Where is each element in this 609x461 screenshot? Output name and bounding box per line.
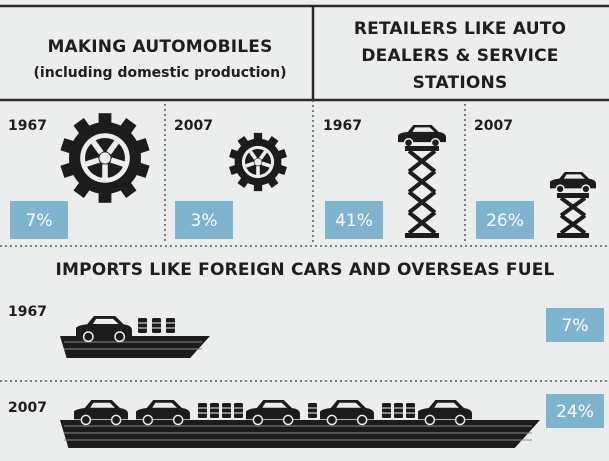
car-wheel [425, 415, 434, 424]
infographic: MAKING AUTOMOBILES (including domestic p… [0, 0, 609, 461]
car-wheel [84, 332, 93, 341]
year-label: 1967 [8, 304, 47, 320]
share-label: 3% [191, 211, 218, 231]
car-wheel [431, 139, 439, 147]
year-label: 1967 [323, 118, 362, 134]
ship-hull [60, 336, 210, 358]
share-label: 24% [556, 402, 594, 422]
car-wheel [115, 332, 124, 341]
car-wheel [456, 415, 465, 424]
barrel [234, 403, 243, 418]
section-title: DEALERS & SERVICE [361, 46, 558, 66]
car-wheel [358, 415, 367, 424]
year-label: 2007 [174, 118, 213, 134]
share-label: 41% [335, 211, 373, 231]
section-subtitle: (including domestic production) [34, 65, 287, 81]
share-label: 26% [486, 211, 524, 231]
gear-spoke-gap [256, 166, 260, 175]
section-title: MAKING AUTOMOBILES [47, 37, 272, 57]
year-label: 2007 [474, 118, 513, 134]
lift-base [557, 233, 589, 238]
barrel [308, 403, 317, 418]
car-wheel [284, 415, 293, 424]
share-label: 7% [26, 211, 53, 231]
car-wheel [253, 415, 262, 424]
barrel [198, 403, 207, 418]
section-title: RETAILERS LIKE AUTO [354, 19, 566, 39]
share-label: 7% [562, 316, 589, 336]
section-title: IMPORTS LIKE FOREIGN CARS AND OVERSEAS F… [55, 260, 554, 280]
car-wheel [143, 415, 152, 424]
barrel [166, 318, 175, 333]
gear-center [254, 158, 261, 165]
car-wheel [174, 415, 183, 424]
year-label: 1967 [8, 118, 47, 134]
barrel [222, 403, 231, 418]
barrel [406, 403, 415, 418]
gear-center [99, 152, 110, 163]
lift-base [405, 233, 439, 238]
car-wheel [81, 415, 90, 424]
barrel [210, 403, 219, 418]
ship-hull [60, 420, 540, 448]
car-wheel [556, 185, 564, 193]
barrel [394, 403, 403, 418]
car-wheel [405, 139, 413, 147]
barrel [152, 318, 161, 333]
section-title: STATIONS [413, 73, 508, 93]
year-label: 2007 [8, 400, 47, 416]
car-wheel [112, 415, 121, 424]
barrel [138, 318, 147, 333]
car-wheel [582, 185, 590, 193]
gear-spoke-gap [102, 164, 108, 178]
car-wheel [327, 415, 336, 424]
barrel [382, 403, 391, 418]
